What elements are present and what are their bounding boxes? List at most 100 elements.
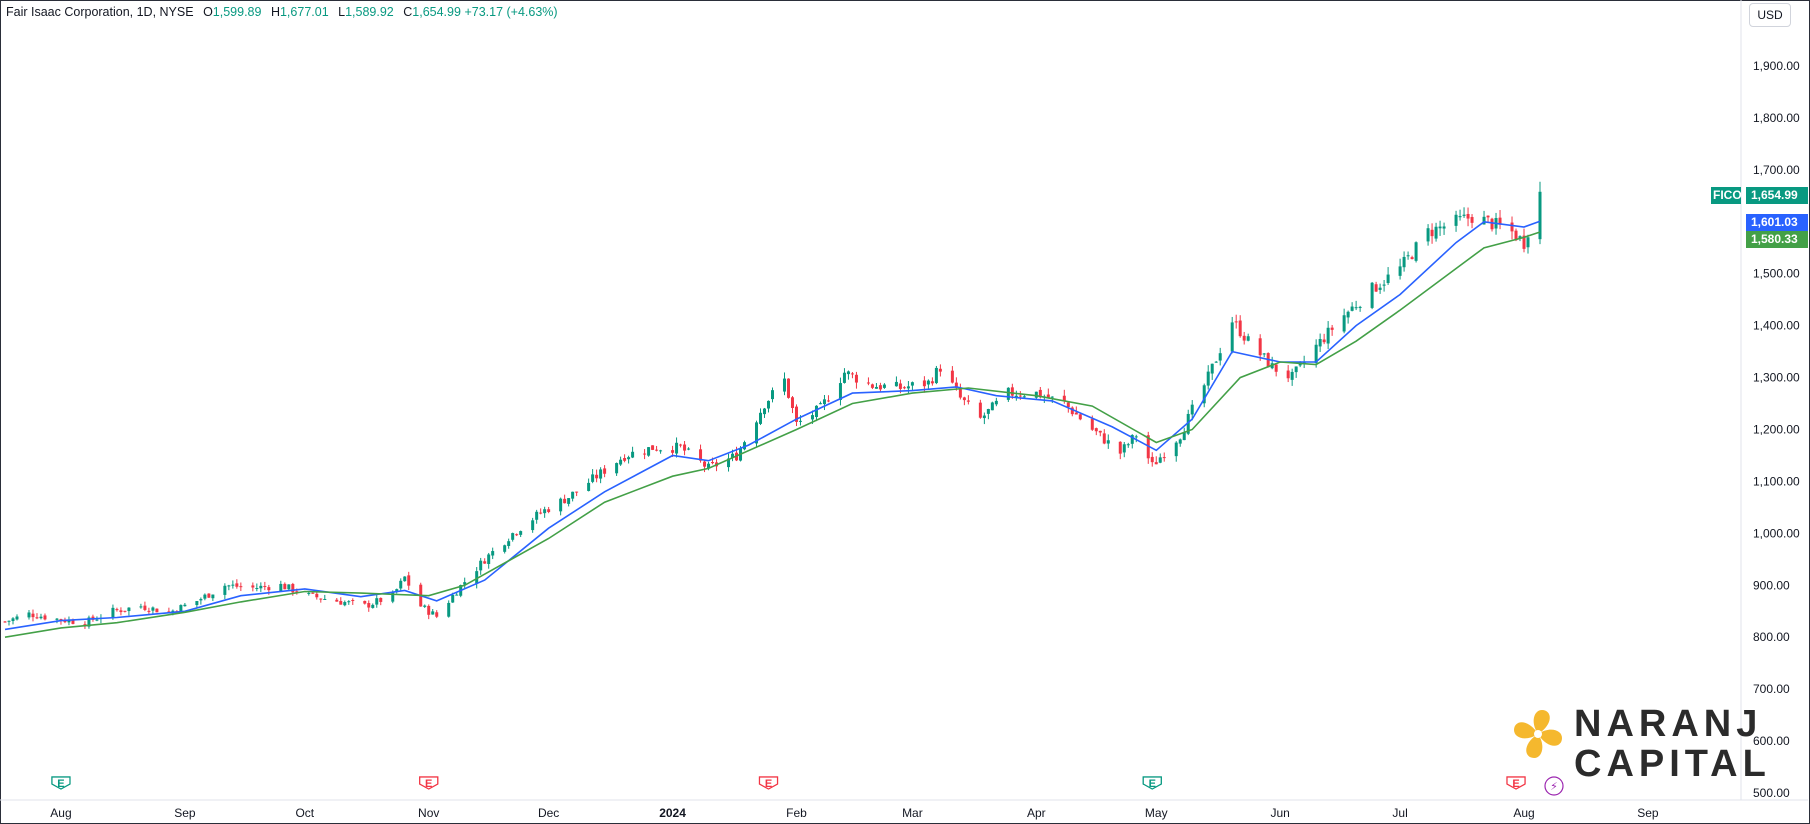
- candle: [850, 372, 854, 379]
- candle: [990, 401, 994, 411]
- svg-text:E: E: [1149, 778, 1156, 790]
- candle: [7, 620, 11, 626]
- candle: [35, 613, 39, 620]
- candle: [447, 600, 451, 618]
- candle: [615, 462, 619, 476]
- candle: [167, 607, 171, 613]
- candle: [283, 582, 287, 590]
- candle: [910, 381, 914, 391]
- x-tick-label: Aug: [50, 806, 71, 820]
- candle: [311, 592, 315, 594]
- candle: [379, 597, 383, 606]
- candle: [842, 368, 846, 384]
- candle: [1234, 314, 1238, 329]
- candle: [59, 618, 63, 625]
- earnings-icon[interactable]: E: [1142, 776, 1162, 790]
- candle: [1042, 394, 1046, 403]
- candle: [1102, 429, 1106, 445]
- candle: [507, 538, 511, 549]
- x-tick-label: Sep: [174, 806, 196, 820]
- currency-button[interactable]: USD: [1749, 3, 1791, 27]
- y-tick-label: 1,800.00: [1753, 111, 1800, 125]
- candle: [503, 544, 507, 554]
- open-key: O: [203, 5, 213, 19]
- candle: [127, 607, 131, 616]
- candle: [223, 583, 227, 600]
- candle: [207, 593, 211, 598]
- candle: [1442, 222, 1446, 235]
- candle: [826, 395, 830, 403]
- candle: [822, 395, 826, 411]
- dividend-icon[interactable]: ⚡: [1544, 776, 1564, 796]
- candle: [511, 532, 515, 542]
- close-key: C: [403, 5, 413, 19]
- candle: [147, 607, 151, 615]
- candle: [1010, 383, 1014, 399]
- x-tick-label: 2024: [659, 806, 686, 820]
- svg-text:E: E: [57, 778, 64, 790]
- candle: [1242, 331, 1246, 345]
- candle: [631, 446, 635, 459]
- candle: [339, 597, 343, 605]
- candle: [818, 401, 822, 405]
- candle: [854, 371, 858, 389]
- candle: [599, 467, 603, 484]
- x-tick-label: Apr: [1027, 806, 1046, 820]
- candle: [838, 377, 842, 406]
- candle: [27, 610, 31, 620]
- last-price-tag: 1,654.99: [1746, 187, 1808, 204]
- candle: [239, 582, 243, 592]
- candle: [619, 456, 623, 466]
- candle: [235, 579, 239, 589]
- candle: [431, 608, 435, 615]
- candle: [139, 603, 143, 609]
- candle: [3, 620, 7, 623]
- candle: [427, 604, 431, 620]
- candle: [587, 478, 591, 492]
- close-value: 1,654.99: [412, 5, 461, 19]
- candle: [627, 455, 631, 464]
- svg-text:E: E: [765, 778, 772, 790]
- x-tick-label: Feb: [786, 806, 807, 820]
- candle: [994, 397, 998, 407]
- x-axis[interactable]: Aug Sep Oct Nov Dec 2024 Feb Mar Apr May Jun Jul Aug…: [0, 799, 1808, 820]
- open-value: 1,599.89: [212, 5, 262, 19]
- earnings-icon[interactable]: E: [51, 776, 71, 790]
- y-axis[interactable]: 500.00 600.00 700.00 800.00 900.00 1,000.00 1,…: [1740, 0, 1800, 800]
- earnings-icon[interactable]: E: [758, 776, 779, 790]
- candle: [259, 582, 263, 592]
- candle: [1118, 441, 1122, 460]
- x-tick-label: Jul: [1392, 806, 1407, 820]
- candle: [643, 449, 647, 460]
- candle: [1006, 387, 1010, 402]
- candle: [1378, 283, 1382, 294]
- high-key: H: [270, 5, 280, 19]
- candle: [1374, 281, 1378, 293]
- earnings-icon[interactable]: E: [1506, 776, 1526, 790]
- candle: [279, 580, 283, 592]
- candle: [227, 584, 231, 591]
- candle: [966, 395, 970, 405]
- candle: [767, 400, 771, 413]
- x-tick-label: Oct: [295, 806, 314, 820]
- candle: [315, 592, 319, 600]
- candle: [119, 607, 123, 616]
- candle: [986, 408, 990, 420]
- logo-line-1: NARANJ: [1574, 703, 1763, 745]
- candle: [231, 580, 235, 589]
- candle: [659, 449, 663, 454]
- candle: [1386, 267, 1390, 285]
- candle: [1014, 390, 1018, 401]
- earnings-icon[interactable]: E: [419, 776, 439, 790]
- ma-fast-tag: 1,601.03: [1746, 214, 1808, 231]
- symbol-legend: Fair Isaac Corporation, 1D, NYSE O1,599.…: [6, 5, 558, 19]
- candle: [1350, 302, 1354, 312]
- candle: [1098, 430, 1102, 437]
- candle: [1190, 400, 1194, 421]
- candle: [371, 603, 375, 609]
- candle: [790, 396, 794, 414]
- candle: [143, 601, 147, 612]
- candle: [1490, 217, 1494, 232]
- candle: [11, 617, 15, 625]
